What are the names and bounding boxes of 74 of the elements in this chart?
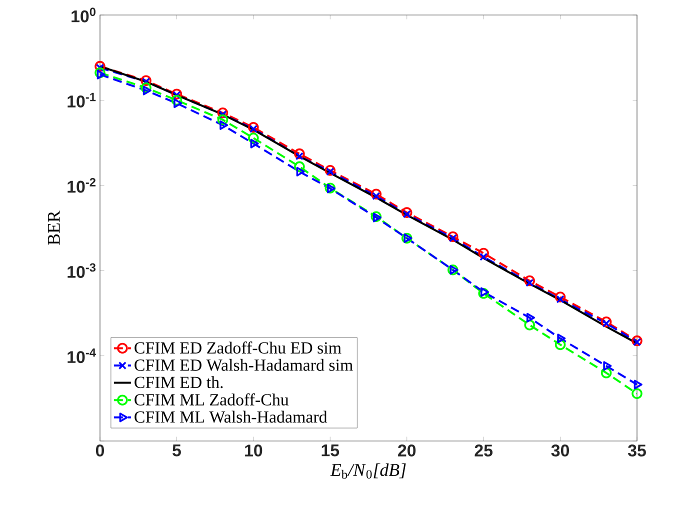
point — [373, 212, 382, 222]
y-tick-label: 10$^{-3}$ — [68, 263, 96, 278]
point — [327, 184, 336, 194]
point — [94, 67, 106, 78]
point — [294, 148, 305, 160]
legend-label: CFIM ML Walsh-Hadamard — [134, 410, 328, 423]
point — [632, 388, 642, 399]
point — [600, 368, 612, 378]
point — [600, 316, 612, 328]
point — [448, 234, 457, 242]
point — [324, 165, 336, 176]
point — [632, 335, 642, 346]
point — [142, 86, 152, 96]
point — [448, 231, 458, 242]
point — [324, 182, 336, 194]
point — [556, 295, 564, 304]
point — [554, 292, 566, 302]
point — [632, 338, 642, 346]
point — [140, 75, 152, 86]
point — [96, 64, 104, 72]
point — [249, 124, 258, 134]
point — [634, 380, 642, 390]
point — [372, 192, 380, 200]
point — [218, 110, 227, 119]
x-tick-label: 10 — [245, 444, 262, 457]
x-tick-label: 35 — [628, 444, 646, 457]
x-tick-label: 25 — [474, 444, 493, 457]
point — [526, 312, 535, 322]
point — [478, 248, 489, 259]
point — [326, 168, 334, 176]
x-tick-label: 15 — [322, 444, 340, 456]
point — [94, 60, 106, 72]
point — [526, 278, 534, 287]
point — [370, 188, 382, 200]
legend-label: CFIM ED Walsh-Hadamard sim — [134, 358, 353, 371]
point — [602, 319, 610, 328]
point — [404, 233, 412, 243]
point — [603, 361, 612, 371]
point — [171, 94, 182, 106]
point — [554, 339, 566, 350]
y-tick-label: 10$^{-2}$ — [68, 178, 96, 193]
point — [220, 120, 228, 130]
point — [370, 211, 382, 222]
point — [96, 70, 106, 80]
point — [174, 98, 182, 108]
point — [557, 334, 566, 344]
legend-label: CFIM ED th. — [134, 376, 223, 388]
point — [217, 114, 228, 126]
point — [294, 161, 305, 172]
point — [480, 252, 488, 261]
point — [248, 132, 259, 144]
point — [248, 122, 259, 133]
legend-label: CFIM ED Zadoff-Chu ED sim — [134, 342, 342, 354]
x-tick-label: 0 — [96, 444, 104, 457]
x-tick-label: 20 — [398, 444, 416, 457]
point — [401, 207, 412, 218]
point — [296, 166, 305, 176]
point — [524, 275, 535, 286]
legend-label: CFIM ML Zadoff-Chu — [134, 393, 289, 406]
point — [250, 138, 259, 148]
point — [402, 210, 411, 218]
y-axis-title: BER — [48, 210, 60, 245]
point — [295, 152, 304, 160]
point — [142, 78, 150, 86]
y-tick-label: 10$^{-4}$ — [68, 348, 96, 364]
point — [401, 232, 412, 244]
x-tick-label: 30 — [551, 444, 570, 457]
y-tick-label: 10$^{-1}$ — [68, 92, 96, 108]
x-axis-title: E$_{b}$/N$_{0}$[dB] — [330, 463, 406, 479]
y-tick-label: 10$^{0}$ — [72, 8, 96, 22]
point — [524, 320, 535, 330]
point — [217, 107, 228, 118]
point — [140, 82, 152, 94]
x-tick-label: 5 — [172, 444, 181, 456]
